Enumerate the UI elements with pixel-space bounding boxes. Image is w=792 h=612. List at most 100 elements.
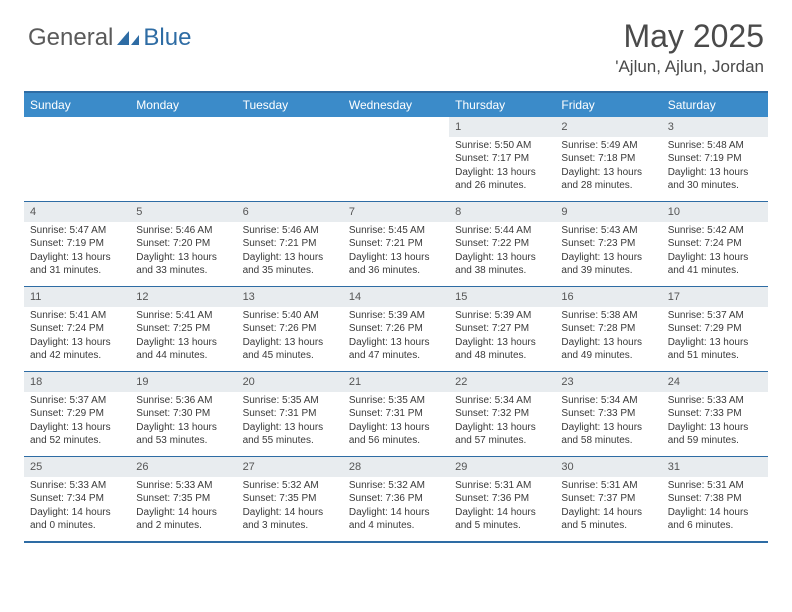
daylight-text: Daylight: 14 hours and 5 minutes. xyxy=(455,506,549,533)
daylight-text: Daylight: 13 hours and 48 minutes. xyxy=(455,336,549,363)
day-body: Sunrise: 5:48 AMSunset: 7:19 PMDaylight:… xyxy=(662,139,768,197)
day-number: 17 xyxy=(662,287,768,307)
sunrise-text: Sunrise: 5:42 AM xyxy=(668,224,762,238)
day-cell: 14Sunrise: 5:39 AMSunset: 7:26 PMDayligh… xyxy=(343,287,449,371)
daylight-text: Daylight: 13 hours and 57 minutes. xyxy=(455,421,549,448)
sunrise-text: Sunrise: 5:46 AM xyxy=(243,224,337,238)
day-number: 13 xyxy=(237,287,343,307)
daylight-text: Daylight: 13 hours and 44 minutes. xyxy=(136,336,230,363)
day-body: Sunrise: 5:44 AMSunset: 7:22 PMDaylight:… xyxy=(449,224,555,282)
day-number: 9 xyxy=(555,202,661,222)
day-number: 30 xyxy=(555,457,661,477)
day-body: Sunrise: 5:42 AMSunset: 7:24 PMDaylight:… xyxy=(662,224,768,282)
daylight-text: Daylight: 14 hours and 4 minutes. xyxy=(349,506,443,533)
sunset-text: Sunset: 7:32 PM xyxy=(455,407,549,421)
day-cell: 1Sunrise: 5:50 AMSunset: 7:17 PMDaylight… xyxy=(449,117,555,201)
day-cell xyxy=(24,117,130,201)
day-cell xyxy=(130,117,236,201)
day-body: Sunrise: 5:45 AMSunset: 7:21 PMDaylight:… xyxy=(343,224,449,282)
title-block: May 2025 'Ajlun, Ajlun, Jordan xyxy=(615,18,764,77)
day-cell: 22 Sunrise: 5:34 AMSunset: 7:32 PMDayligh… xyxy=(449,372,555,456)
day-cell: 26Sunrise: 5:33 AMSunset: 7:35 PMDayligh… xyxy=(130,457,236,541)
day-number: 2 xyxy=(555,117,661,137)
sunset-text: Sunset: 7:26 PM xyxy=(243,322,337,336)
sunset-text: Sunset: 7:28 PM xyxy=(561,322,655,336)
logo-text-blue: Blue xyxy=(143,24,191,52)
day-cell: 13Sunrise: 5:40 AMSunset: 7:26 PMDayligh… xyxy=(237,287,343,371)
sunrise-text: Sunrise: 5:38 AM xyxy=(561,309,655,323)
sunset-text: Sunset: 7:21 PM xyxy=(243,237,337,251)
daylight-text: Daylight: 13 hours and 30 minutes. xyxy=(668,166,762,193)
daylight-text: Daylight: 13 hours and 39 minutes. xyxy=(561,251,655,278)
day-cell: 4Sunrise: 5:47 AMSunset: 7:19 PMDaylight… xyxy=(24,202,130,286)
week-row: 18Sunrise: 5:37 AMSunset: 7:29 PMDayligh… xyxy=(24,371,768,456)
sunrise-text: Sunrise: 5:48 AM xyxy=(668,139,762,153)
logo-sail-icon xyxy=(115,29,141,47)
day-cell: 8Sunrise: 5:44 AMSunset: 7:22 PMDaylight… xyxy=(449,202,555,286)
week-row: 1Sunrise: 5:50 AMSunset: 7:17 PMDaylight… xyxy=(24,117,768,201)
day-header-cell: Wednesday xyxy=(343,93,449,117)
sunset-text: Sunset: 7:30 PM xyxy=(136,407,230,421)
sunrise-text: Sunrise: 5:34 AM xyxy=(455,394,549,408)
day-body: Sunrise: 5:41 AMSunset: 7:24 PMDaylight:… xyxy=(24,309,130,367)
sunrise-text: Sunrise: 5:47 AM xyxy=(30,224,124,238)
sunrise-text: Sunrise: 5:33 AM xyxy=(136,479,230,493)
day-cell: 10Sunrise: 5:42 AMSunset: 7:24 PMDayligh… xyxy=(662,202,768,286)
day-body: Sunrise: 5:36 AMSunset: 7:30 PMDaylight:… xyxy=(130,394,236,452)
daylight-text: Daylight: 14 hours and 5 minutes. xyxy=(561,506,655,533)
day-body: Sunrise: 5:32 AMSunset: 7:35 PMDaylight:… xyxy=(237,479,343,537)
daylight-text: Daylight: 13 hours and 45 minutes. xyxy=(243,336,337,363)
sunrise-text: Sunrise: 5:37 AM xyxy=(668,309,762,323)
day-number: 24 xyxy=(662,372,768,392)
day-number: 29 xyxy=(449,457,555,477)
sunrise-text: Sunrise: 5:40 AM xyxy=(243,309,337,323)
daylight-text: Daylight: 13 hours and 28 minutes. xyxy=(561,166,655,193)
day-cell xyxy=(237,117,343,201)
day-number: 4 xyxy=(24,202,130,222)
day-body: Sunrise: 5:31 AMSunset: 7:37 PMDaylight:… xyxy=(555,479,661,537)
day-number: 10 xyxy=(662,202,768,222)
sunrise-text: Sunrise: 5:31 AM xyxy=(668,479,762,493)
daylight-text: Daylight: 13 hours and 58 minutes. xyxy=(561,421,655,448)
sunset-text: Sunset: 7:35 PM xyxy=(243,492,337,506)
daylight-text: Daylight: 13 hours and 31 minutes. xyxy=(30,251,124,278)
day-cell: 29Sunrise: 5:31 AMSunset: 7:36 PMDayligh… xyxy=(449,457,555,541)
week-row: 4Sunrise: 5:47 AMSunset: 7:19 PMDaylight… xyxy=(24,201,768,286)
sunset-text: Sunset: 7:24 PM xyxy=(668,237,762,251)
day-header-cell: Monday xyxy=(130,93,236,117)
day-number: 6 xyxy=(237,202,343,222)
daylight-text: Daylight: 13 hours and 42 minutes. xyxy=(30,336,124,363)
day-cell: 9Sunrise: 5:43 AMSunset: 7:23 PMDaylight… xyxy=(555,202,661,286)
sunrise-text: Sunrise: 5:37 AM xyxy=(30,394,124,408)
sunset-text: Sunset: 7:37 PM xyxy=(561,492,655,506)
sunrise-text: Sunrise: 5:39 AM xyxy=(349,309,443,323)
day-body: Sunrise: 5:33 AMSunset: 7:33 PMDaylight:… xyxy=(662,394,768,452)
day-cell: 11Sunrise: 5:41 AMSunset: 7:24 PMDayligh… xyxy=(24,287,130,371)
day-number: 8 xyxy=(449,202,555,222)
day-body: Sunrise: 5:40 AMSunset: 7:26 PMDaylight:… xyxy=(237,309,343,367)
sunrise-text: Sunrise: 5:33 AM xyxy=(30,479,124,493)
sunset-text: Sunset: 7:38 PM xyxy=(668,492,762,506)
day-number: 23 xyxy=(555,372,661,392)
day-cell: 12Sunrise: 5:41 AMSunset: 7:25 PMDayligh… xyxy=(130,287,236,371)
day-cell: 28Sunrise: 5:32 AMSunset: 7:36 PMDayligh… xyxy=(343,457,449,541)
daylight-text: Daylight: 14 hours and 2 minutes. xyxy=(136,506,230,533)
day-cell: 16Sunrise: 5:38 AMSunset: 7:28 PMDayligh… xyxy=(555,287,661,371)
day-body: Sunrise: 5:31 AMSunset: 7:38 PMDaylight:… xyxy=(662,479,768,537)
sunrise-text: Sunrise: 5:31 AM xyxy=(561,479,655,493)
day-number: 22 xyxy=(449,372,555,392)
logo-text-general: General xyxy=(28,24,113,52)
sunset-text: Sunset: 7:23 PM xyxy=(561,237,655,251)
day-number: 12 xyxy=(130,287,236,307)
day-cell: 17Sunrise: 5:37 AMSunset: 7:29 PMDayligh… xyxy=(662,287,768,371)
day-cell: 5Sunrise: 5:46 AMSunset: 7:20 PMDaylight… xyxy=(130,202,236,286)
day-cell xyxy=(343,117,449,201)
sunset-text: Sunset: 7:24 PM xyxy=(30,322,124,336)
day-body: Sunrise: 5:31 AMSunset: 7:36 PMDaylight:… xyxy=(449,479,555,537)
daylight-text: Daylight: 13 hours and 36 minutes. xyxy=(349,251,443,278)
daylight-text: Daylight: 13 hours and 33 minutes. xyxy=(136,251,230,278)
day-header-cell: Thursday xyxy=(449,93,555,117)
day-body: Sunrise: 5:34 AMSunset: 7:33 PMDaylight:… xyxy=(555,394,661,452)
daylight-text: Daylight: 13 hours and 56 minutes. xyxy=(349,421,443,448)
sunset-text: Sunset: 7:20 PM xyxy=(136,237,230,251)
